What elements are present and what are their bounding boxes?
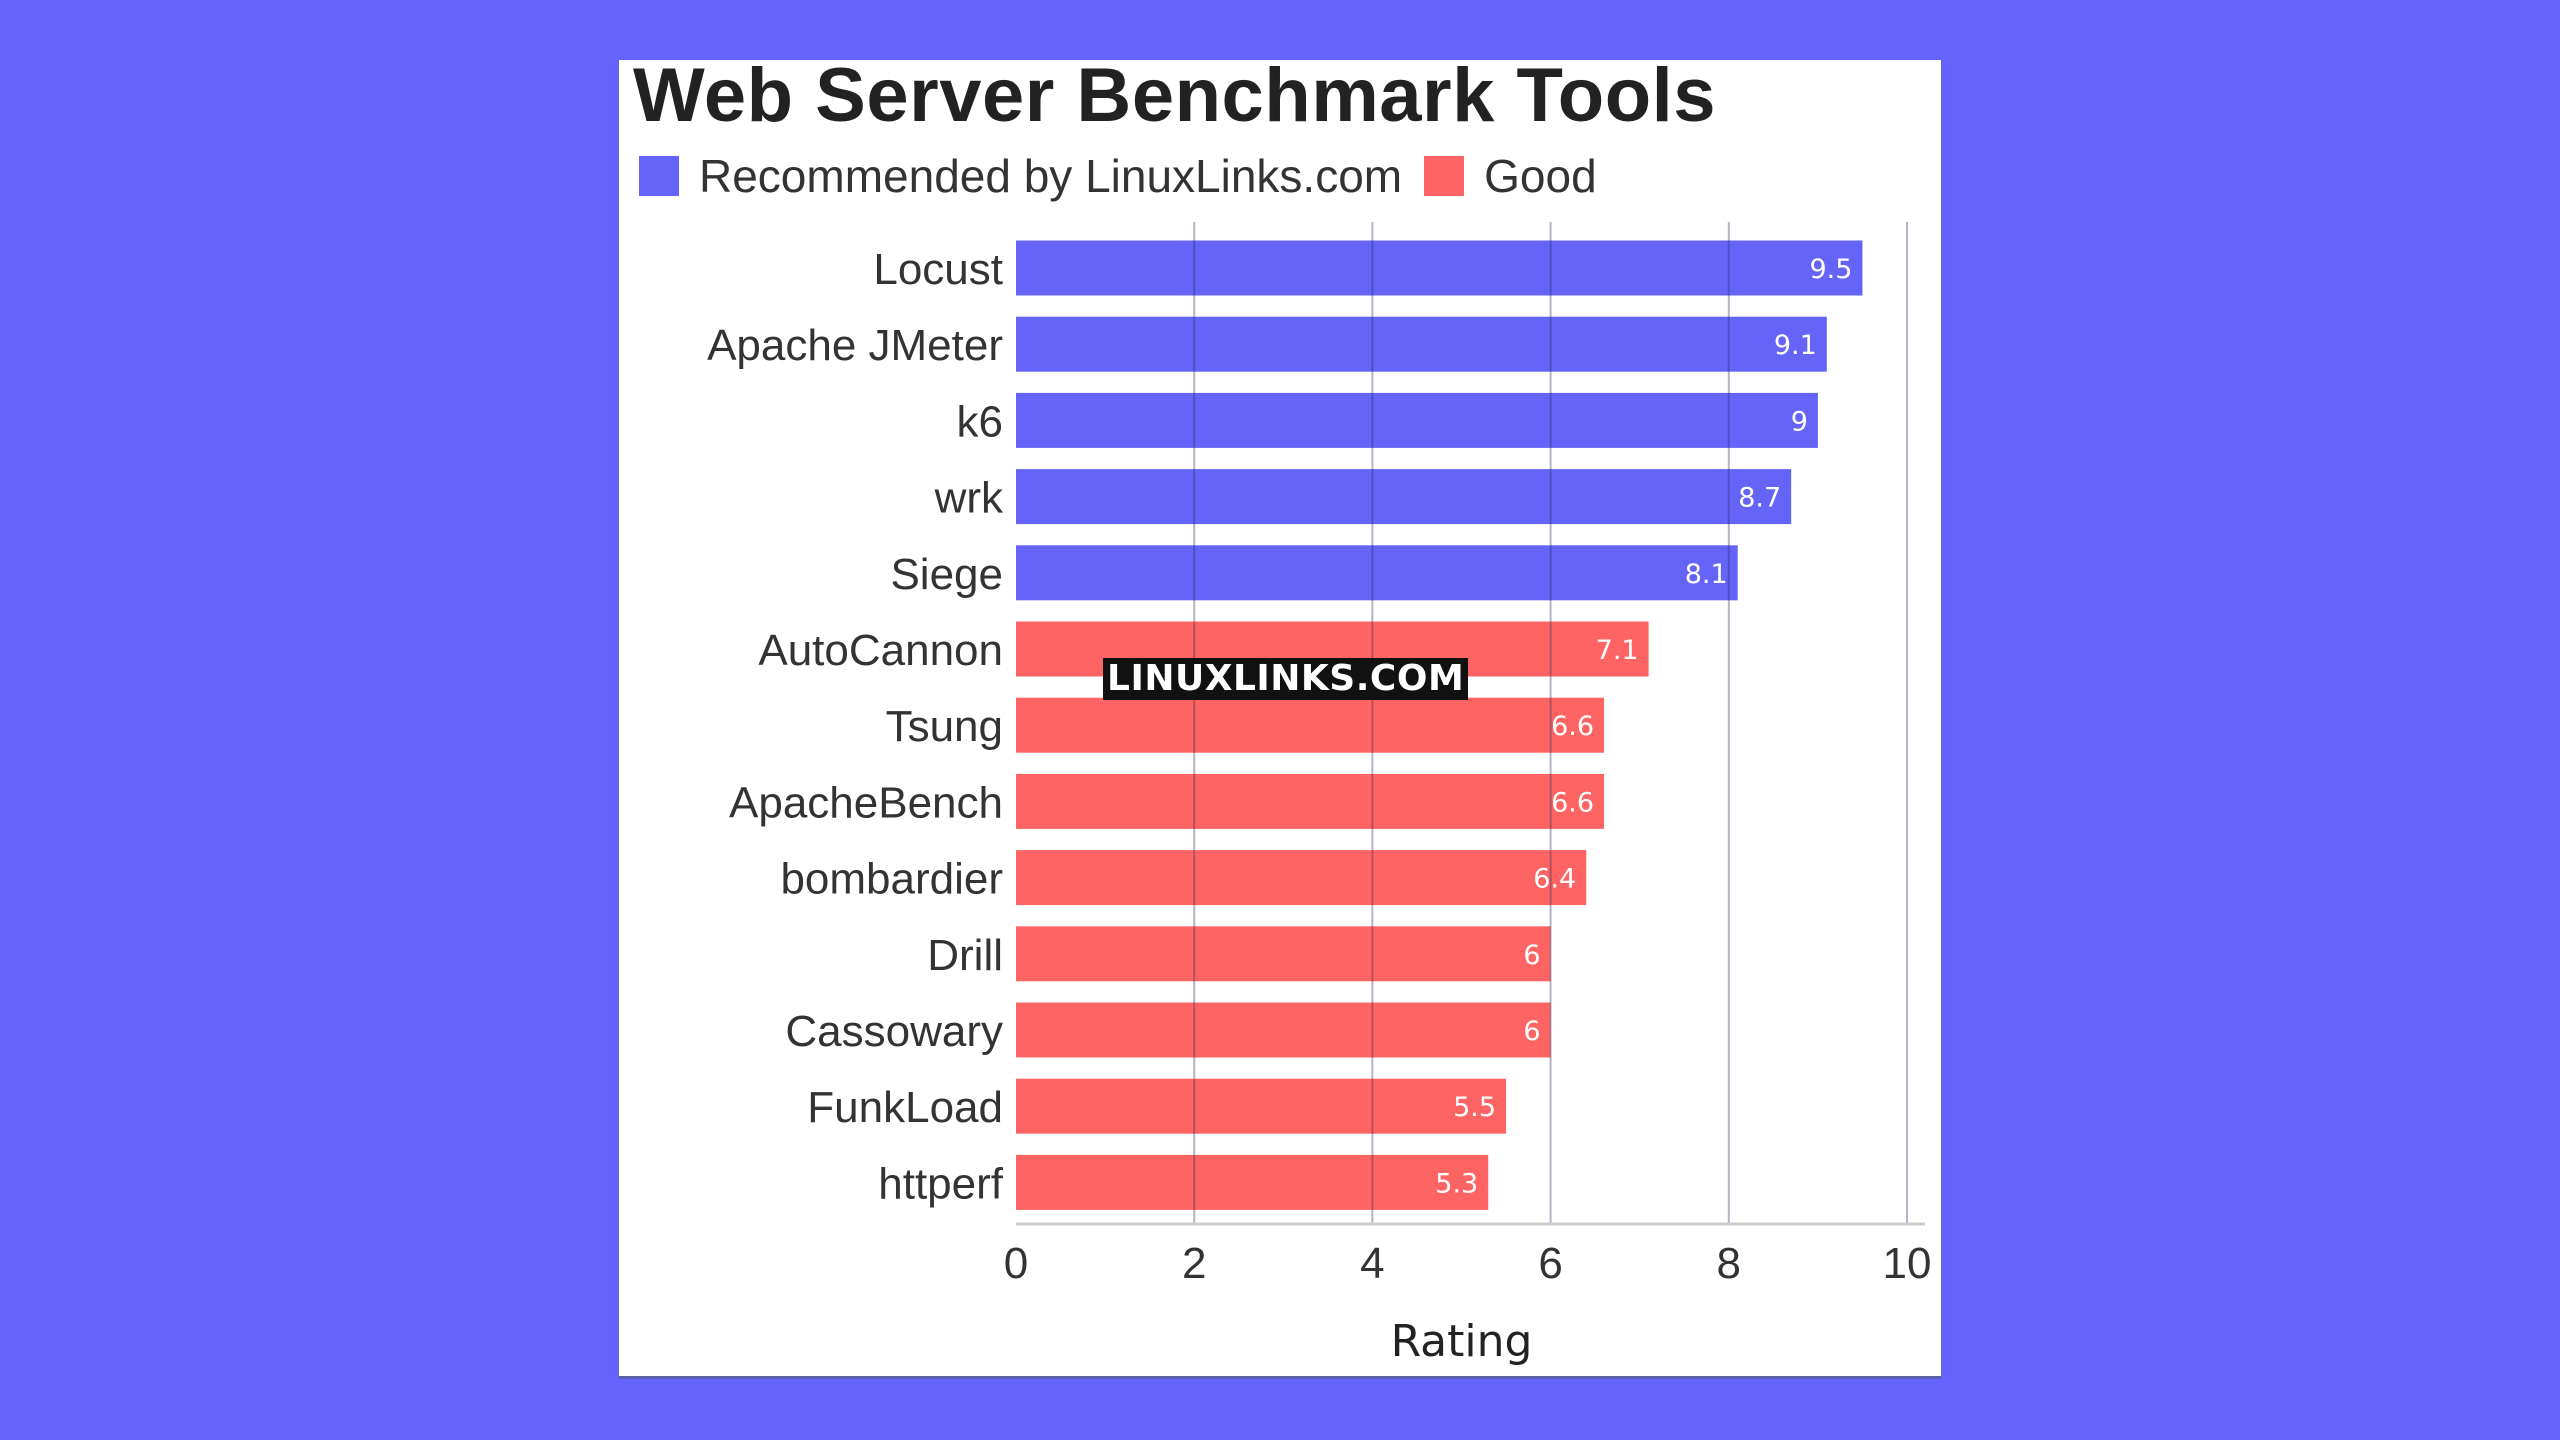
x-tick-labels: 0 2 4 6 8 10 bbox=[1004, 1239, 1932, 1288]
legend-item-good: Good bbox=[1424, 149, 1597, 203]
legend: Recommended by LinuxLinks.com Good bbox=[639, 146, 1619, 206]
bar-cassowary bbox=[1016, 1002, 1551, 1058]
x-tick-label: 10 bbox=[1883, 1239, 1932, 1288]
data-label: 8.1 bbox=[1685, 559, 1728, 590]
legend-swatch-recommended bbox=[639, 156, 679, 196]
bar-tsung bbox=[1016, 697, 1605, 753]
category-label: AutoCannon bbox=[758, 626, 1003, 675]
x-axis-title: Rating bbox=[1391, 1316, 1533, 1367]
data-label: 9.5 bbox=[1809, 254, 1852, 285]
gridlines bbox=[1193, 222, 1908, 1224]
value-labels: 9.5 9.1 9 8.7 8.1 7.1 6.6 6.6 6.4 6 6 5.5 5.3 bbox=[1435, 254, 1852, 1199]
data-label: 9.1 bbox=[1774, 330, 1817, 361]
data-label: 7.1 bbox=[1596, 635, 1639, 666]
bar-funkload bbox=[1016, 1078, 1507, 1134]
data-label: 9 bbox=[1791, 406, 1808, 437]
category-label: Cassowary bbox=[785, 1007, 1003, 1056]
bar-apache-jmeter bbox=[1016, 316, 1827, 372]
legend-item-recommended: Recommended by LinuxLinks.com bbox=[639, 149, 1402, 203]
chart-panel: Web Server Benchmark Tools Recommended b… bbox=[619, 53, 1941, 1379]
bar-drill bbox=[1016, 926, 1551, 982]
bar-apachebench bbox=[1016, 773, 1605, 829]
legend-label-good: Good bbox=[1484, 150, 1597, 202]
bar-k6 bbox=[1016, 392, 1818, 448]
category-label: httperf bbox=[878, 1159, 1004, 1208]
category-label: Tsung bbox=[886, 702, 1003, 751]
x-tick-label: 2 bbox=[1182, 1239, 1206, 1288]
category-label: Drill bbox=[927, 931, 1003, 980]
bars bbox=[1016, 240, 1863, 1210]
bar-wrk bbox=[1016, 469, 1792, 525]
data-label: 6.6 bbox=[1551, 787, 1594, 818]
category-label: FunkLoad bbox=[807, 1083, 1003, 1132]
data-label: 5.5 bbox=[1453, 1092, 1496, 1123]
category-label: Apache JMeter bbox=[707, 321, 1003, 370]
bar-chart: Locust Apache JMeter k6 wrk Siege AutoCannon T… bbox=[707, 222, 1932, 1367]
watermark: LINUXLINKS.COM bbox=[1103, 658, 1469, 700]
data-label: 6.4 bbox=[1533, 864, 1576, 895]
category-label: wrk bbox=[934, 474, 1004, 523]
bar-siege bbox=[1016, 545, 1738, 601]
category-label: bombardier bbox=[780, 855, 1003, 904]
x-tick-label: 8 bbox=[1717, 1239, 1741, 1288]
x-tick-label: 4 bbox=[1360, 1239, 1384, 1288]
data-label: 6 bbox=[1523, 1016, 1540, 1047]
legend-label-recommended: Recommended by LinuxLinks.com bbox=[699, 150, 1403, 202]
legend-swatch-good bbox=[1424, 156, 1465, 196]
category-label: Siege bbox=[890, 550, 1003, 599]
chart-title: Web Server Benchmark Tools bbox=[633, 53, 1717, 138]
data-label: 6.6 bbox=[1551, 711, 1594, 742]
category-labels: Locust Apache JMeter k6 wrk Siege AutoCannon T… bbox=[707, 245, 1004, 1208]
bar-locust bbox=[1016, 240, 1863, 296]
x-tick-label: 6 bbox=[1538, 1239, 1562, 1288]
data-label: 6 bbox=[1523, 940, 1540, 971]
bar-httperf bbox=[1016, 1154, 1489, 1210]
category-label: ApacheBench bbox=[729, 778, 1003, 827]
data-label: 5.3 bbox=[1435, 1168, 1478, 1199]
category-label: k6 bbox=[957, 397, 1003, 446]
category-label: Locust bbox=[873, 245, 1003, 294]
data-label: 8.7 bbox=[1738, 483, 1781, 514]
bar-bombardier bbox=[1016, 850, 1587, 906]
x-tick-label: 0 bbox=[1004, 1239, 1028, 1288]
